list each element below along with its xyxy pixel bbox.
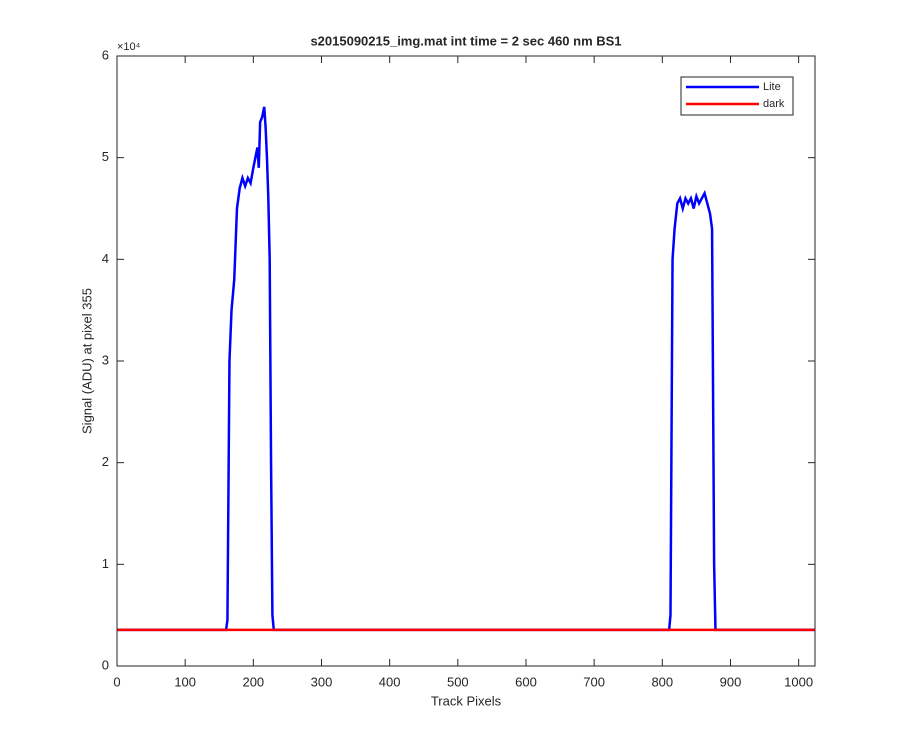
x-tick-label: 100 (174, 674, 196, 689)
x-tick-label: 200 (242, 674, 264, 689)
x-axis-label: Track Pixels (431, 693, 502, 708)
legend-box (680, 76, 794, 116)
x-tick-label: 600 (515, 674, 537, 689)
y-tick-label: 2 (102, 454, 109, 469)
y-tick-label: 1 (102, 556, 109, 571)
y-tick-label: 6 (102, 47, 109, 62)
legend-label: Lite (763, 81, 781, 93)
x-tick-label: 0 (113, 674, 120, 689)
y-tick-label: 5 (102, 149, 109, 164)
legend-label: dark (763, 98, 785, 110)
y-multiplier: ×10⁴ (117, 41, 141, 53)
y-tick-label: 3 (102, 352, 109, 367)
y-tick-label: 4 (102, 251, 109, 266)
y-tick-label: 0 (102, 657, 109, 672)
x-tick-label: 300 (311, 674, 333, 689)
x-tick-label: 400 (379, 674, 401, 689)
x-tick-label: 500 (447, 674, 469, 689)
y-axis-label: Signal (ADU) at pixel 355 (79, 288, 94, 434)
x-tick-label: 800 (651, 674, 673, 689)
chart-title: s2015090215_img.mat int time = 2 sec 460… (310, 33, 621, 48)
x-tick-label: 1000 (784, 674, 813, 689)
series-line (117, 106, 815, 632)
x-tick-label: 900 (720, 674, 742, 689)
x-tick-label: 700 (583, 674, 605, 689)
